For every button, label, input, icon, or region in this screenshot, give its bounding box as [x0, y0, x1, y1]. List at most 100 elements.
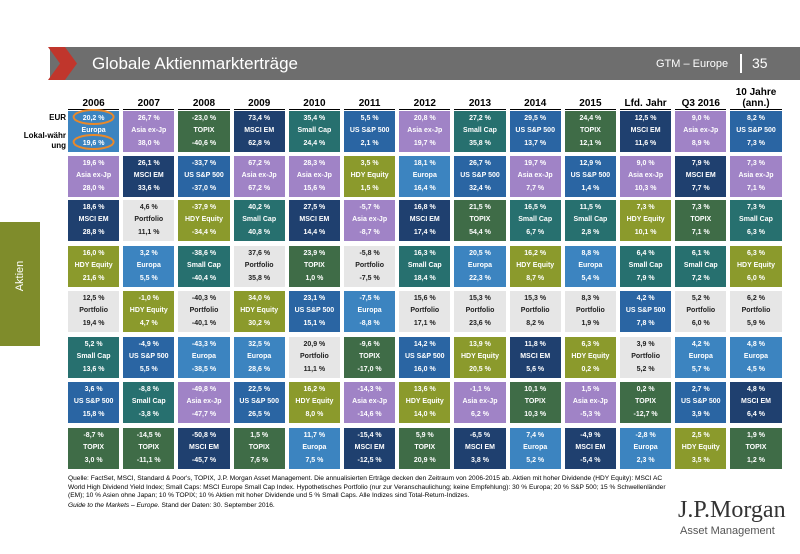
eur-return: -4,9 % — [138, 341, 159, 348]
eur-return: 37,6 % — [248, 250, 271, 257]
asset-name: MSCI EM — [78, 216, 109, 223]
cell: 4,6 % Portfolio 11,1 % — [123, 200, 175, 241]
local-return: 10,1 % — [634, 229, 657, 236]
asset-name: Europa — [688, 353, 713, 360]
local-return: 17,1 % — [413, 320, 436, 327]
asset-name: Portfolio — [79, 307, 108, 314]
eur-return: 7,9 % — [691, 160, 710, 167]
local-return: 28,8 % — [82, 229, 105, 236]
local-return: 24,4 % — [303, 140, 326, 147]
asset-name: Asia ex-Jp — [628, 172, 664, 179]
asset-name: HDY Equity — [681, 444, 720, 451]
cell: 7,4 % Europa 5,2 % — [509, 428, 561, 469]
local-return: 26,5 % — [248, 411, 271, 418]
local-return: 6,0 % — [691, 320, 710, 327]
local-return: 8,2 % — [526, 320, 545, 327]
cell: 26,7 % Asia ex-Jp 38,0 % — [123, 111, 175, 152]
asset-name: Small Cap — [573, 216, 608, 223]
cell: 16,3 % Small Cap 18,4 % — [399, 246, 451, 287]
cell: 26,1 % MSCI EM 33,6 % — [123, 156, 175, 197]
local-return: 1,5 % — [360, 185, 379, 192]
eur-return: 16,2 % — [303, 386, 326, 393]
asset-name: US S&P 500 — [184, 172, 224, 179]
header-rule — [399, 109, 451, 110]
asset-name: TOPIX — [524, 398, 546, 405]
eur-return: 7,3 % — [747, 160, 765, 167]
local-return: -47,7 % — [191, 411, 217, 418]
asset-name: Europa — [191, 353, 217, 360]
header-rule — [730, 109, 782, 110]
eur-return: 0,2 % — [636, 386, 655, 393]
eur-return: 32,5 % — [248, 341, 271, 348]
cell: -8,7 % TOPIX 3,0 % — [68, 428, 120, 469]
local-return: 15,8 % — [82, 411, 105, 418]
eur-return: -43,3 % — [191, 341, 217, 348]
local-return: -40,4 % — [191, 275, 217, 282]
asset-name: Portfolio — [686, 307, 716, 314]
asset-name: Small Cap — [187, 262, 221, 269]
eur-return: -38,6 % — [191, 250, 217, 257]
local-return: 6,3 % — [747, 229, 765, 236]
eur-return: 21,5 % — [469, 204, 491, 211]
cell: 35,4 % Small Cap 24,4 % — [288, 111, 340, 152]
asset-name: Europa — [247, 353, 272, 360]
local-return: 15,6 % — [303, 185, 326, 192]
asset-name: Small Cap — [628, 262, 663, 269]
asset-name: TOPIX — [248, 444, 270, 451]
cell: 10,1 % TOPIX 10,3 % — [509, 382, 561, 423]
eur-return: 26,1 % — [137, 160, 160, 167]
local-return: -11,1 % — [136, 457, 161, 464]
eur-return: 6,3 % — [747, 250, 765, 257]
asset-name: Portfolio — [520, 307, 550, 314]
eur-return: 11,5 % — [579, 204, 602, 211]
cell: 1,5 % Asia ex-Jp -5,3 % — [564, 382, 616, 423]
column-header: 2012 — [413, 98, 436, 109]
cell: 16,2 % HDY Equity 8,7 % — [509, 246, 561, 287]
local-return: 2,3 % — [636, 457, 655, 464]
asset-name: MSCI EM — [244, 127, 275, 134]
eur-return: 5,9 % — [415, 432, 434, 439]
asset-name: Europa — [743, 353, 769, 360]
asset-name: US S&P 500 — [349, 127, 390, 134]
cell: -23,0 % TOPIX -40,6 % — [178, 111, 230, 152]
local-return: 11,1 % — [138, 229, 160, 236]
local-return: 54,4 % — [469, 229, 491, 236]
eur-return: 8,8 % — [581, 250, 600, 257]
eur-return: 20,8 % — [413, 115, 436, 122]
asset-name: MSCI EM — [299, 216, 330, 223]
cell: 6,3 % HDY Equity 0,2 % — [564, 337, 616, 378]
eur-return: 27,5 % — [303, 204, 326, 211]
cell: -6,5 % MSCI EM 3,8 % — [454, 428, 506, 469]
asset-name: Asia ex-Jp — [352, 398, 388, 405]
asset-name: Asia ex-Jp — [738, 172, 774, 179]
asset-name: Portfolio — [300, 353, 329, 360]
local-return: -3,8 % — [138, 411, 159, 418]
eur-return: 4,6 % — [139, 204, 158, 211]
eur-return: 7,3 % — [636, 204, 655, 211]
cell: 2,5 % HDY Equity 3,5 % — [675, 428, 727, 469]
eur-return: -2,8 % — [635, 432, 656, 439]
cell: 15,3 % Portfolio 8,2 % — [509, 291, 561, 332]
eur-return: 11,7 % — [303, 432, 326, 439]
cell: 27,2 % Small Cap 35,8 % — [454, 111, 506, 152]
local-return: 8,9 % — [691, 140, 710, 147]
asset-name: TOPIX — [469, 216, 491, 223]
cell: 5,9 % TOPIX 20,9 % — [399, 428, 451, 469]
cell: 20,5 % Europa 22,3 % — [454, 246, 506, 287]
asset-name: Portfolio — [631, 353, 660, 360]
header-bar — [50, 47, 800, 80]
eur-return: -14,3 % — [357, 386, 382, 393]
header-rule — [564, 109, 616, 110]
cell: 3,9 % Portfolio 5,2 % — [620, 337, 672, 378]
cell: -38,6 % Small Cap -40,4 % — [178, 246, 230, 287]
asset-name: Asia ex-Jp — [296, 172, 332, 179]
header-rule — [68, 109, 120, 110]
asset-name: Asia ex-Jp — [352, 216, 388, 223]
cell: 5,2 % Portfolio 6,0 % — [675, 291, 727, 332]
asset-name: MSCI EM — [630, 127, 661, 134]
eur-return: 6,2 % — [747, 295, 765, 302]
asset-name: TOPIX — [193, 127, 215, 134]
local-return: 10,3 % — [524, 411, 547, 418]
local-return: 7,5 % — [305, 457, 324, 464]
column-header: Lfd. Jahr — [624, 98, 667, 109]
